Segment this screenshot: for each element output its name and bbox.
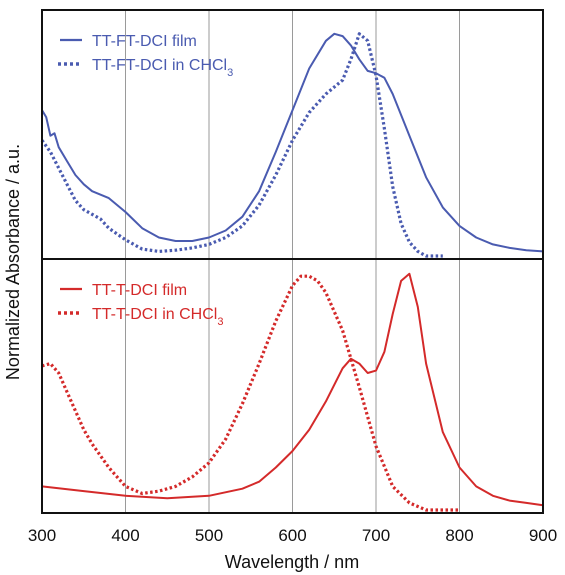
series-line-bottom-film [41,272,544,507]
top-series [40,32,544,258]
series-line-bottom-solution [41,274,460,512]
bottom-legend: TT-T-DCI film TT-T-DCI in CHCl3 [58,282,223,328]
x-tick-label-700: 700 [362,526,390,545]
bottom-series [41,272,544,512]
x-tick-label-500: 500 [195,526,223,545]
x-tick-label-300: 300 [28,526,56,545]
x-tick-label-900: 900 [529,526,557,545]
bottom-gridlines [125,259,460,513]
bottom-panel-frame [41,258,544,514]
bottom-panel: TT-T-DCI film TT-T-DCI in CHCl3 [41,258,544,514]
x-axis-ticks: 300 400 500 600 700 800 900 [28,526,557,545]
legend-label-tt-ft-dci-chcl3: TT-FT-DCI in CHCl3 [92,57,233,79]
x-tick-label-400: 400 [111,526,139,545]
legend-label-tt-ft-dci-film: TT-FT-DCI film [92,33,197,50]
x-tick-label-600: 600 [278,526,306,545]
x-axis-title: Wavelength / nm [225,552,359,572]
legend-label-tt-t-dci-film: TT-T-DCI film [92,282,187,299]
series-line-top-film [41,32,544,253]
top-legend: TT-FT-DCI film TT-FT-DCI in CHCl3 [58,33,233,79]
x-tick-label-800: 800 [445,526,473,545]
legend-label-tt-t-dci-chcl3: TT-T-DCI in CHCl3 [92,306,223,328]
top-gridlines [125,10,460,259]
series-line-top-solution [40,32,443,258]
y-axis-title: Normalized Absorbance / a.u. [3,144,23,380]
